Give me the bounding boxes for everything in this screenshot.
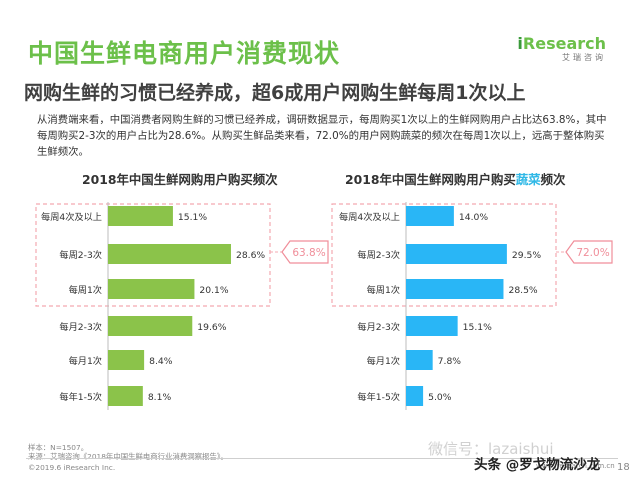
- chart2-category-label: 每周1次: [367, 284, 400, 296]
- iresearch-logo: iResearch 艾瑞咨询: [517, 34, 606, 62]
- footer-site: www.iresearch.com.cn: [536, 462, 615, 470]
- chart2-category-label: 每年1-5次: [357, 391, 400, 403]
- wechat-watermark: 微信号：lazaishui: [428, 440, 554, 458]
- chart1-bar: [108, 206, 173, 226]
- chart1-value-label: 19.6%: [197, 322, 226, 333]
- logo-subtitle: 艾瑞咨询: [562, 53, 606, 62]
- chart2-category-label: 每周2-3次: [357, 249, 400, 261]
- chart2-category-label: 每月1次: [367, 355, 400, 367]
- chart-title-right: 2018年中国生鲜网购用户购买蔬菜频次: [345, 172, 566, 187]
- chart2-value-label: 29.5%: [512, 250, 541, 261]
- chart2-category-label: 每月2-3次: [357, 321, 400, 333]
- chart2-value-label: 5.0%: [428, 392, 452, 403]
- chart1-category-label: 每周1次: [69, 284, 102, 296]
- chart2-callout-shape: [565, 240, 613, 264]
- chart1-category-label: 每周2-3次: [59, 249, 102, 261]
- chart1-value-label: 8.4%: [149, 356, 173, 367]
- chart1-value-label: 8.1%: [148, 392, 172, 403]
- chart2-bar: [406, 386, 424, 406]
- chart2-value-label: 28.5%: [508, 285, 537, 296]
- chart1-value-label: 20.1%: [199, 285, 228, 296]
- chart-title-left: 2018年中国生鲜网购用户购买频次: [82, 172, 278, 187]
- footer-divider: [26, 458, 618, 459]
- chart2-highlight-box: [331, 203, 557, 307]
- page-subtitle: 网购生鲜的习惯已经养成，超6成用户网购生鲜每周1次以上: [24, 82, 526, 104]
- page-number: 18: [617, 462, 630, 473]
- chart1-callout-shape: [281, 240, 329, 264]
- chart1-bar: [108, 244, 231, 264]
- chart1-value-label: 15.1%: [178, 212, 207, 223]
- chart1-bar: [108, 316, 193, 336]
- chart2-category-label: 每周4次及以上: [339, 211, 400, 223]
- chart2-bar: [406, 206, 454, 226]
- footer-source: 来源：艾瑞咨询《2018年中国生鲜电商行业消费洞察报告》。: [28, 452, 228, 461]
- chart1-bar: [108, 350, 145, 370]
- chart1-bar: [108, 279, 195, 299]
- chart1-category-label: 每月1次: [69, 355, 102, 367]
- footer-sample: 样本：N=1507。: [28, 443, 89, 452]
- chart2-value-label: 7.8%: [438, 356, 462, 367]
- chart2-bar: [406, 316, 458, 336]
- chart1-value-label: 28.6%: [236, 250, 265, 261]
- toutiao-watermark: 头条 @罗戈物流沙龙: [474, 457, 601, 473]
- chart1-category-label: 每年1-5次: [59, 391, 102, 403]
- chart2-bar: [406, 244, 507, 264]
- body-paragraph: 从消费端来看，中国消费者网购生鲜的习惯已经养成，调研数据显示，每周购买1次以上的…: [37, 114, 607, 158]
- footer-copyright: ©2019.6 iResearch Inc.: [28, 463, 116, 472]
- page-title: 中国生鲜电商用户消费现状: [28, 39, 341, 68]
- chart2-value-label: 15.1%: [463, 322, 492, 333]
- chart1-category-label: 每周4次及以上: [41, 211, 102, 223]
- chart2-bar: [406, 279, 504, 299]
- chart1-callout-total: 63.8%: [292, 247, 325, 259]
- chart2-bar: [406, 350, 433, 370]
- chart1-category-label: 每月2-3次: [59, 321, 102, 333]
- chart2-value-label: 14.0%: [459, 212, 488, 223]
- chart2-callout-total: 72.0%: [576, 247, 609, 259]
- chart1-bar: [108, 386, 143, 406]
